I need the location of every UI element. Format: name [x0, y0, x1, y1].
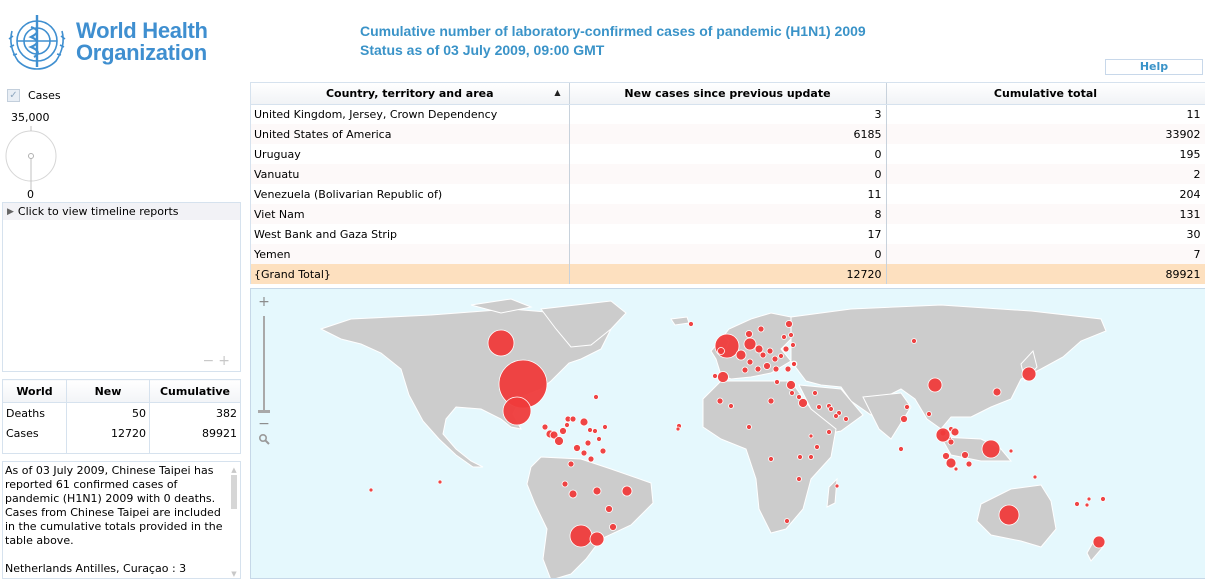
- deaths-new: 50: [66, 402, 150, 424]
- table-row[interactable]: United States of America 6185 33902: [251, 124, 1205, 144]
- note-netherlands-antilles: Netherlands Antilles, Curaçao : 3: [5, 562, 187, 575]
- country-cell: West Bank and Gaza Strip: [251, 224, 570, 244]
- country-cell: United Kingdom, Jersey, Crown Dependency: [251, 104, 570, 124]
- table-row[interactable]: Vanuatu 0 2: [251, 164, 1205, 184]
- row-label: Cases: [2, 423, 67, 444]
- status-date: Status as of 03 July 2009, 09:00 GMT: [360, 42, 605, 58]
- new-cases-cell: 6185: [569, 124, 887, 144]
- logo-line-1: World Health: [76, 18, 208, 43]
- cases-new: 12720: [66, 423, 150, 444]
- country-cell: Vanuatu: [251, 164, 570, 184]
- new-header: New: [66, 379, 150, 404]
- scroll-thumb[interactable]: [231, 475, 237, 509]
- timeline-reports-toggle[interactable]: ▶ Click to view timeline reports: [3, 203, 240, 220]
- page-title: Cumulative number of laboratory-confirme…: [360, 22, 866, 60]
- expand-arrow-icon: ▶: [7, 206, 14, 217]
- country-column-header[interactable]: Country, territory and area ▲: [251, 83, 570, 105]
- sort-ascending-icon: ▲: [554, 88, 561, 97]
- cumulative-cell: 30: [886, 224, 1205, 244]
- table-row[interactable]: Venezuela (Bolivarian Republic of) 11 20…: [251, 184, 1205, 204]
- total-new-cases: 12720: [569, 264, 887, 284]
- title-line-1: Cumulative number of laboratory-confirme…: [360, 23, 866, 39]
- cumulative-cell: 2: [886, 164, 1205, 184]
- total-label: {Grand Total}: [251, 264, 570, 284]
- scroll-down-icon[interactable]: ▼: [231, 570, 237, 578]
- timeline-panel: ▶ Click to view timeline reports −+: [2, 202, 241, 372]
- note-chinese-taipei: As of 03 July 2009, Chinese Taipei has r…: [5, 464, 223, 547]
- new-cases-cell: 3: [569, 104, 887, 124]
- new-cases-cell: 0: [569, 164, 887, 184]
- cumulative-cell: 131: [886, 204, 1205, 224]
- notes-scrollbar[interactable]: ▲ ▼: [229, 463, 239, 578]
- magnifier-icon[interactable]: [258, 433, 270, 445]
- table-row[interactable]: Yemen 0 7: [251, 244, 1205, 264]
- cumulative-header: Cumulative: [149, 379, 241, 404]
- deaths-cumulative: 382: [149, 402, 241, 424]
- deaths-row: Deaths 50 382: [2, 402, 241, 424]
- cumulative-column-header[interactable]: Cumulative total: [886, 83, 1205, 105]
- table-row[interactable]: United Kingdom, Jersey, Crown Dependency…: [251, 104, 1205, 124]
- country-cell: Uruguay: [251, 144, 570, 164]
- world-summary-table: World New Cumulative Deaths 50 382 Cases…: [2, 379, 241, 454]
- timeline-zoom-out-button[interactable]: −: [202, 353, 219, 369]
- bubble-scale-icon: [5, 126, 57, 190]
- grand-total-row: {Grand Total} 12720 89921: [251, 264, 1205, 284]
- cases-layer-toggle[interactable]: ✓ Cases: [7, 89, 61, 102]
- new-cases-cell: 11: [569, 184, 887, 204]
- zoom-slider-handle[interactable]: [258, 410, 270, 413]
- notes-panel: As of 03 July 2009, Chinese Taipei has r…: [2, 461, 241, 579]
- land-masses: [319, 298, 1107, 578]
- cases-checkbox[interactable]: ✓: [7, 89, 20, 102]
- country-header-label: Country, territory and area: [325, 86, 494, 100]
- table-row[interactable]: Uruguay 0 195: [251, 144, 1205, 164]
- timeline-zoom-in-button[interactable]: +: [218, 353, 234, 369]
- map-zoom-control: + −: [256, 294, 272, 445]
- new-cases-cell: 0: [569, 244, 887, 264]
- world-map-canvas[interactable]: [251, 289, 1205, 579]
- who-emblem-icon: [8, 15, 66, 70]
- total-cumulative: 89921: [886, 264, 1205, 284]
- country-cell: Viet Nam: [251, 204, 570, 224]
- timeline-zoom-controls: −+: [203, 353, 234, 369]
- new-cases-cell: 8: [569, 204, 887, 224]
- country-cell: United States of America: [251, 124, 570, 144]
- new-cases-cell: 0: [569, 144, 887, 164]
- table-row[interactable]: West Bank and Gaza Strip 17 30: [251, 224, 1205, 244]
- new-cases-cell: 17: [569, 224, 887, 244]
- who-wordmark: World Health Organization: [76, 20, 208, 64]
- cumulative-cell: 195: [886, 144, 1205, 164]
- cumulative-cell: 204: [886, 184, 1205, 204]
- logo-line-2: Organization: [76, 40, 207, 65]
- scale-max-label: 35,000: [11, 111, 50, 124]
- cases-label: Cases: [28, 89, 61, 102]
- map-zoom-in-button[interactable]: +: [258, 294, 270, 310]
- cases-cumulative: 89921: [149, 423, 241, 444]
- map-zoom-out-button[interactable]: −: [258, 416, 270, 432]
- table-row[interactable]: Viet Nam 8 131: [251, 204, 1205, 224]
- scroll-up-icon[interactable]: ▲: [231, 466, 237, 474]
- case-bubbles: [368, 320, 1106, 549]
- timeline-reports-label: Click to view timeline reports: [17, 205, 179, 218]
- cumulative-cell: 7: [886, 244, 1205, 264]
- country-cell: Venezuela (Bolivarian Republic of): [251, 184, 570, 204]
- country-cell: Yemen: [251, 244, 570, 264]
- world-header: World: [2, 379, 67, 404]
- who-logo: World Health Organization: [4, 10, 214, 74]
- new-cases-column-header[interactable]: New cases since previous update: [569, 83, 887, 105]
- scale-min-label: 0: [27, 188, 34, 201]
- world-map[interactable]: + −: [250, 288, 1205, 579]
- cumulative-cell: 11: [886, 104, 1205, 124]
- cases-row: Cases 12720 89921: [2, 423, 241, 444]
- help-button[interactable]: Help: [1105, 59, 1203, 75]
- country-table: Country, territory and area ▲ New cases …: [250, 82, 1205, 284]
- zoom-slider-track[interactable]: [263, 316, 265, 412]
- row-label: Deaths: [2, 402, 67, 424]
- cumulative-cell: 33902: [886, 124, 1205, 144]
